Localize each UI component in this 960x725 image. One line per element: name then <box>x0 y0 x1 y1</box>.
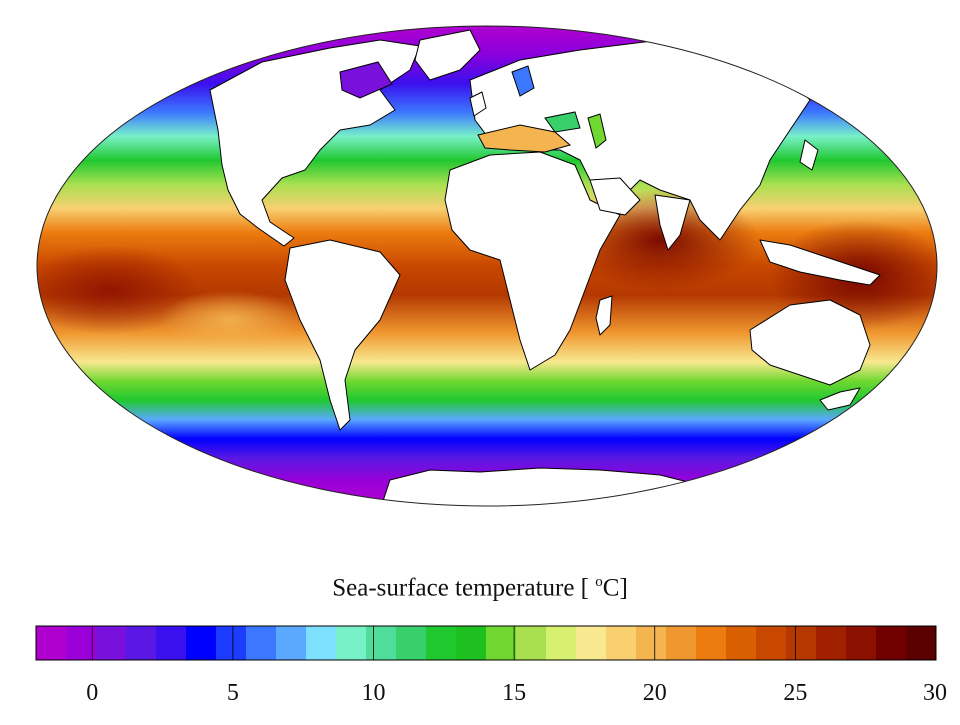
legend-title-superscript: o <box>595 574 603 590</box>
colorbar-bin <box>216 626 247 660</box>
colorbar-bin <box>786 626 817 660</box>
colorbar-bin <box>666 626 697 660</box>
africa <box>444 151 621 371</box>
arabian-peninsula <box>589 177 641 216</box>
colorbar-tick-labels: 0 5 10 15 20 25 30 <box>86 680 947 706</box>
japan <box>799 139 819 171</box>
colorbar-bin <box>66 626 97 660</box>
colorbar-bin <box>306 626 337 660</box>
colorbar-bin <box>426 626 457 660</box>
colorbar-bin <box>36 626 67 660</box>
colorbar-bin <box>516 626 547 660</box>
colorbar-bin <box>156 626 187 660</box>
madagascar <box>595 295 613 336</box>
india <box>654 194 691 251</box>
map-svg <box>36 25 938 507</box>
colorbar-bins <box>35 625 937 661</box>
colorbar-bin <box>456 626 487 660</box>
colorbar-bin <box>96 626 127 660</box>
colorbar-bin <box>576 626 607 660</box>
colorbar-svg: 0 5 10 15 20 25 30 <box>35 625 947 706</box>
colorbar-tick-label: 5 <box>227 680 239 706</box>
colorbar-bin <box>186 626 217 660</box>
southeast-asia-islands <box>759 239 881 286</box>
colorbar-bin <box>366 626 397 660</box>
west-pacific-warm-band <box>37 245 200 335</box>
colorbar-tick-label: 30 <box>923 680 947 706</box>
colorbar-bin <box>396 626 427 660</box>
colorbar-bin <box>846 626 877 660</box>
hudson-bay <box>339 61 393 99</box>
australia <box>749 299 871 386</box>
land-layer <box>209 29 881 506</box>
colorbar: 0 5 10 15 20 25 30 <box>0 620 960 720</box>
colorbar-bin <box>756 626 787 660</box>
new-zealand <box>819 387 861 411</box>
map-frame <box>36 25 938 507</box>
east-pacific-cold-tongue <box>160 290 300 350</box>
colorbar-bin <box>336 626 367 660</box>
colorbar-bin <box>126 626 157 660</box>
legend-title: Sea-surface temperature [ oC] <box>0 574 960 602</box>
legend-title-text: Sea-surface temperature [ <box>332 574 596 602</box>
legend-title-unit: C] <box>602 574 628 602</box>
colorbar-tick-label: 10 <box>362 680 386 706</box>
world-sst-map <box>36 25 938 507</box>
colorbar-tick-label: 15 <box>502 680 526 706</box>
colorbar-bin <box>726 626 757 660</box>
colorbar-bin <box>546 626 577 660</box>
colorbar-tick-label: 0 <box>86 680 98 706</box>
greenland <box>414 29 481 81</box>
caspian-sea <box>587 113 607 149</box>
colorbar-bin <box>276 626 307 660</box>
colorbar-bin <box>696 626 727 660</box>
mediterranean-sea <box>477 124 572 153</box>
colorbar-bin <box>906 626 937 660</box>
south-america <box>284 239 401 431</box>
colorbar-bin <box>816 626 847 660</box>
baltic-sea <box>511 65 535 97</box>
british-isles <box>469 91 487 117</box>
inland-seas <box>339 61 607 153</box>
colorbar-tick-label: 20 <box>643 680 667 706</box>
colorbar-bin <box>246 626 277 660</box>
colorbar-bin <box>636 626 667 660</box>
colorbar-ticks <box>91 626 937 660</box>
colorbar-tick-label: 25 <box>783 680 807 706</box>
black-sea <box>544 111 581 133</box>
colorbar-bin <box>606 626 637 660</box>
colorbar-bin <box>876 626 907 660</box>
colorbar-bin <box>486 626 517 660</box>
